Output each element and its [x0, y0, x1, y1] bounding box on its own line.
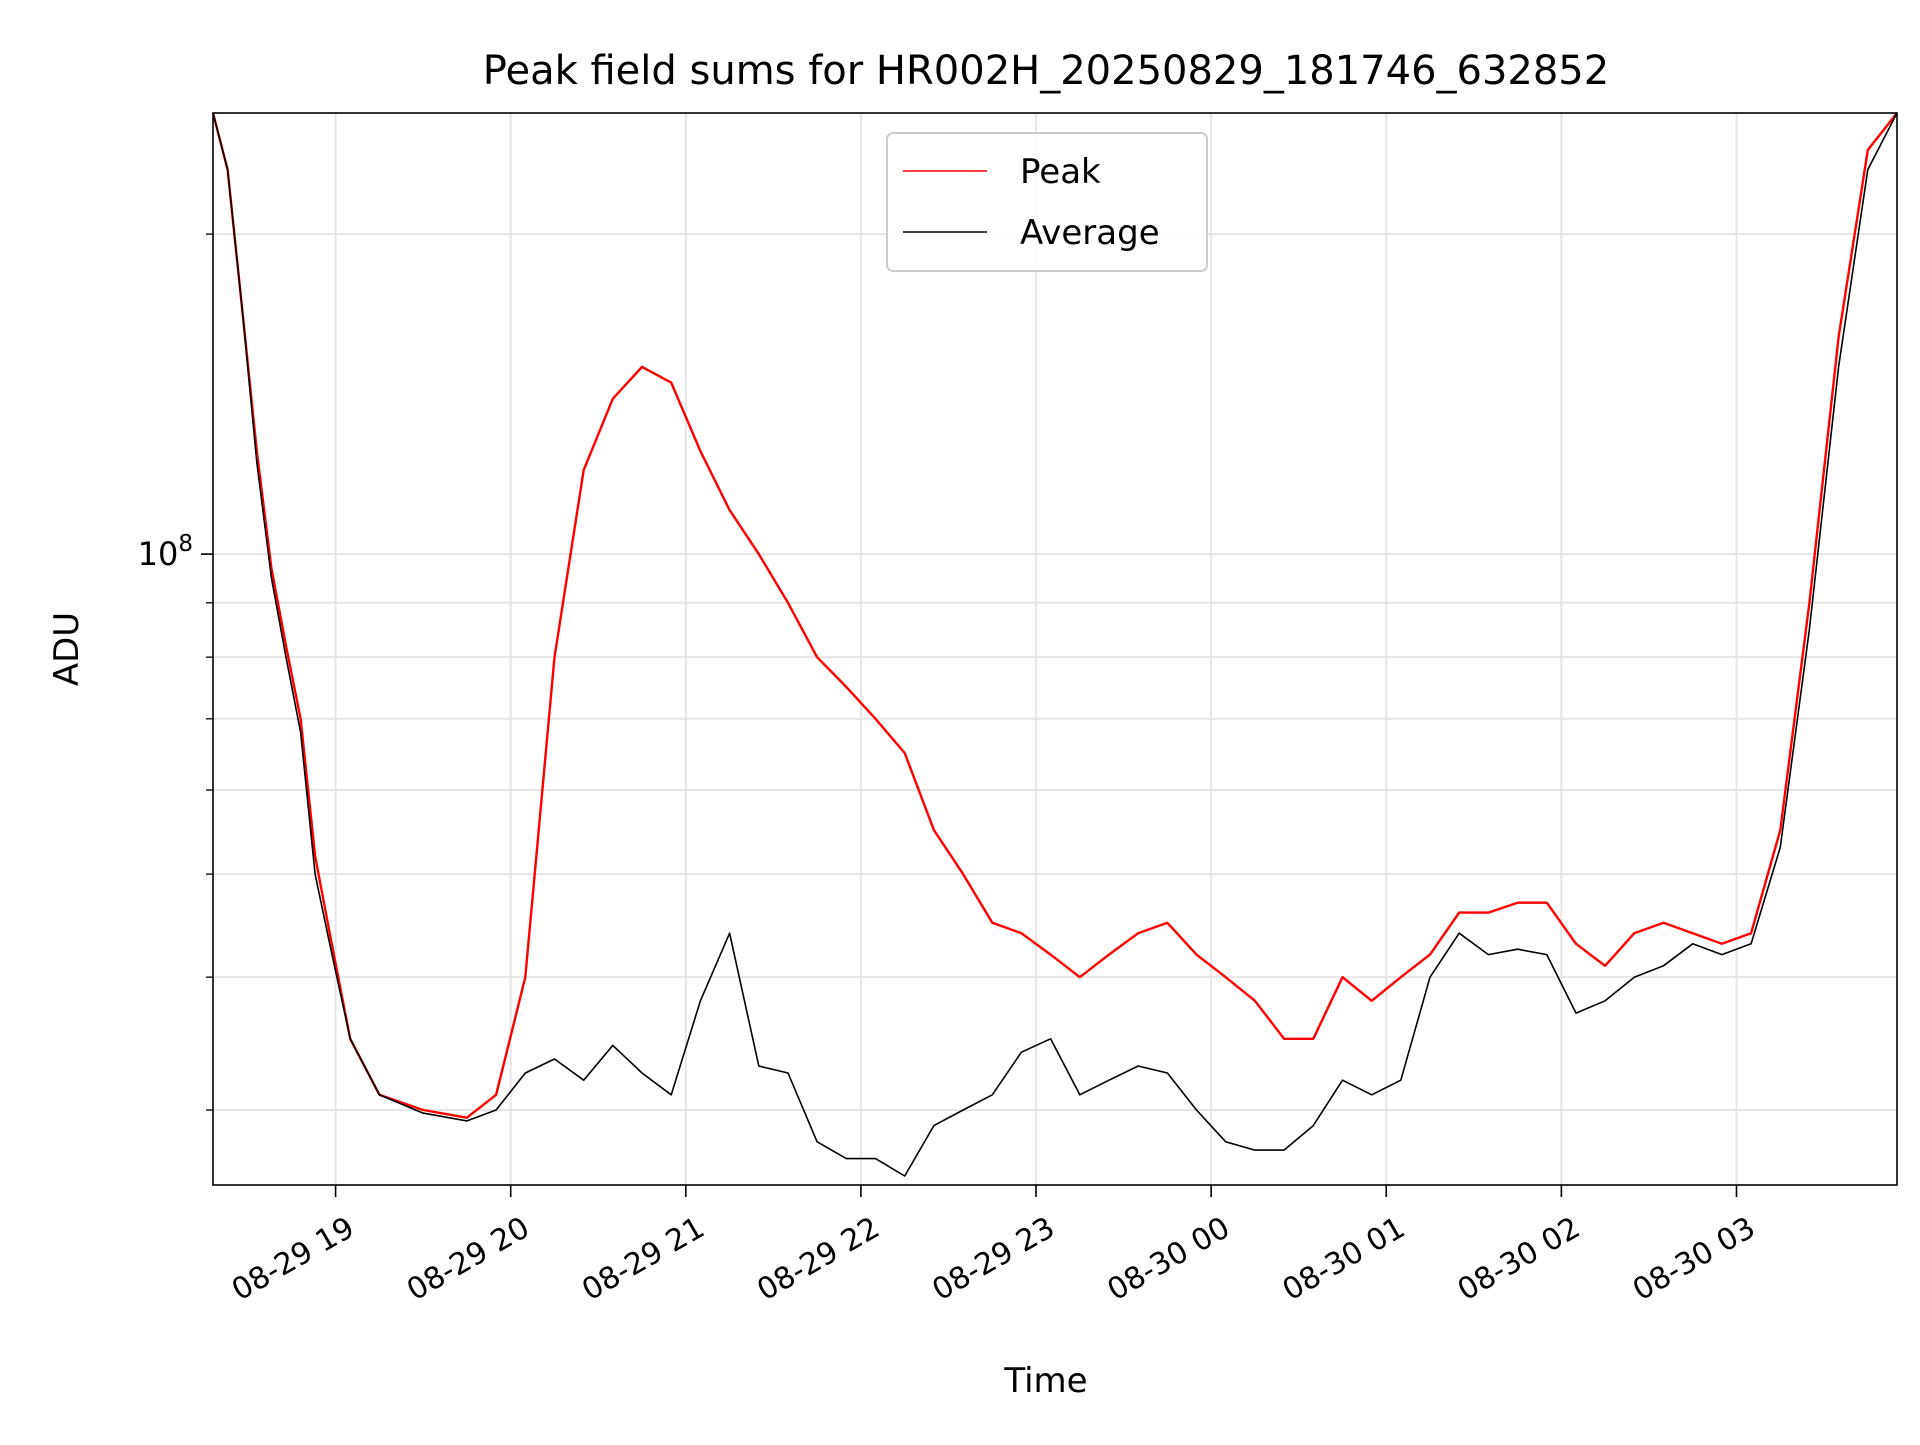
legend-box — [886, 132, 1208, 272]
x-axis-label: Time — [1003, 1361, 1087, 1401]
plot-area-frame — [212, 112, 1898, 1186]
chart-title: Peak field sums for HR002H_20250829_1817… — [483, 48, 1609, 94]
series-group — [211, 112, 1898, 1177]
legend-label-average: Average — [1020, 213, 1160, 253]
series-line-average — [212, 112, 1898, 1177]
grid — [213, 113, 1897, 1185]
legend-label-peak: Peak — [1020, 152, 1101, 192]
y-axis-label: ADU — [47, 612, 87, 686]
y-axis: 108 — [138, 233, 213, 1111]
legend: Peak Average — [886, 132, 1208, 272]
y-tick-label: 108 — [138, 531, 193, 573]
